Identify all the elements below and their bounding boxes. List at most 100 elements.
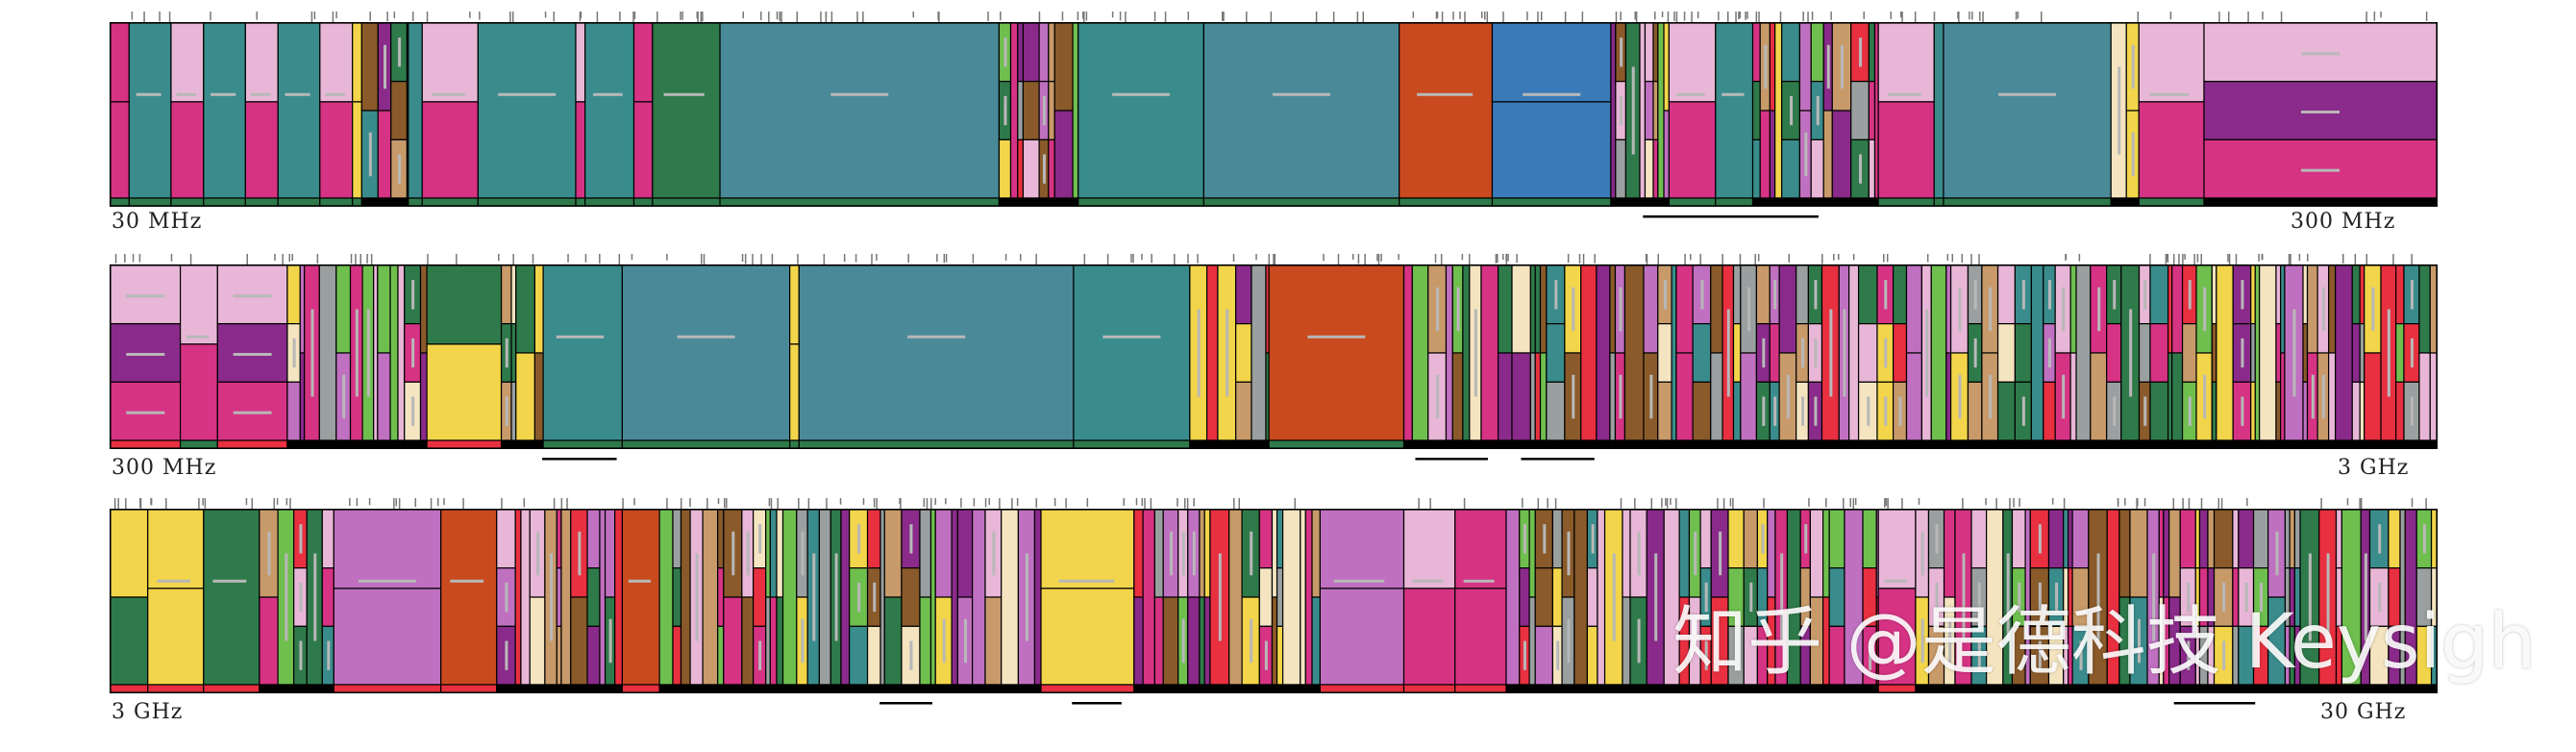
tick-mark — [1516, 254, 1518, 263]
tick-mark — [703, 254, 706, 266]
tick-mark — [1985, 498, 1987, 506]
tick-mark — [938, 12, 940, 25]
tick-mark — [1357, 254, 1360, 264]
band-segment — [1235, 381, 1252, 441]
band-segment — [1142, 509, 1155, 686]
band-marker — [1523, 92, 1581, 96]
band-segment — [1009, 22, 1019, 199]
band-segment — [2250, 264, 2256, 325]
band-segment — [2252, 509, 2269, 569]
band-marker — [1726, 309, 1730, 397]
tick-mark — [426, 12, 429, 25]
band-marker — [1973, 338, 1977, 368]
band-segment — [1281, 509, 1301, 686]
allocation-band — [1319, 588, 1405, 686]
band-segment — [1868, 22, 1876, 83]
band-segment — [1862, 509, 1877, 569]
tick-mark — [1578, 254, 1581, 263]
band-marker — [2055, 582, 2059, 613]
band-segment — [586, 567, 601, 627]
band-marker — [909, 640, 913, 670]
band-marker — [366, 309, 370, 397]
tick-mark — [744, 254, 747, 264]
band-marker — [1898, 396, 1902, 426]
tick-mark — [1522, 498, 1523, 508]
tick-mark — [1376, 254, 1378, 262]
band-marker — [505, 338, 508, 368]
tick-mark — [1077, 12, 1079, 21]
band-marker — [2187, 582, 2191, 613]
band-segment — [2429, 264, 2438, 354]
band-segment — [1622, 596, 1631, 686]
tick-mark — [2196, 254, 2199, 263]
tick-mark — [2228, 254, 2231, 267]
band-baseline — [216, 439, 288, 449]
tick-mark — [393, 12, 396, 18]
tick-mark — [1852, 254, 1855, 261]
tick-mark — [2051, 498, 2054, 505]
band-marker — [2410, 338, 2414, 368]
tick-mark — [523, 498, 526, 508]
band-marker — [1816, 95, 1820, 126]
band-segment — [2328, 264, 2337, 354]
band-segment — [377, 264, 391, 354]
band-marker — [2062, 374, 2066, 419]
tick-mark — [1718, 12, 1720, 21]
tick-mark — [1016, 498, 1019, 507]
band-marker — [299, 524, 303, 554]
tick-mark — [619, 12, 621, 21]
band-marker — [1780, 553, 1784, 641]
tick-mark — [1083, 12, 1085, 25]
tick-mark — [1735, 12, 1737, 23]
band-marker — [1694, 531, 1697, 576]
band-segment — [2351, 381, 2361, 441]
band-segment — [1573, 509, 1589, 686]
stacked-band — [426, 343, 503, 441]
tick-mark — [584, 254, 587, 263]
row3-end-label: 30 GHz — [2320, 700, 2407, 724]
tick-mark — [1537, 498, 1540, 510]
tick-mark — [1083, 254, 1086, 267]
band-marker — [1884, 579, 1907, 583]
band-marker — [212, 579, 247, 583]
band-segment — [1970, 509, 1988, 569]
band-segment — [2280, 352, 2286, 441]
tick-mark — [702, 12, 704, 22]
band-marker — [1920, 531, 1924, 576]
tick-mark — [717, 498, 720, 505]
tick-mark — [876, 498, 878, 511]
band-segment — [2211, 323, 2217, 383]
band-segment — [1732, 264, 1742, 325]
allocation-band — [180, 264, 218, 345]
stacked-band — [110, 264, 182, 325]
band-marker — [1567, 618, 1571, 664]
band-segment — [1053, 110, 1074, 199]
tick-mark — [1675, 498, 1677, 510]
tick-mark — [2307, 254, 2309, 262]
tick-mark — [1082, 12, 1084, 19]
tick-mark — [1650, 498, 1653, 511]
band-segment — [1072, 22, 1079, 199]
tick-mark — [1065, 498, 1067, 509]
band-segment — [1699, 509, 1712, 569]
tick-mark — [276, 498, 279, 505]
band-segment — [723, 596, 743, 686]
band-segment — [1528, 509, 1536, 598]
tick-mark — [246, 254, 249, 267]
band-marker — [2203, 374, 2207, 419]
tick-mark — [1547, 498, 1548, 509]
band-marker — [1920, 618, 1924, 664]
band-marker — [1436, 287, 1440, 332]
band-marker — [830, 92, 889, 96]
band-marker — [1554, 280, 1558, 310]
band-segment — [1534, 625, 1553, 686]
band-baseline — [319, 197, 354, 207]
allocation-band — [1668, 22, 1717, 103]
band-marker — [505, 582, 508, 613]
band-marker — [1572, 287, 1575, 332]
band-segment — [2359, 264, 2365, 325]
allocation-band — [1454, 588, 1507, 686]
band-marker — [1762, 338, 1766, 368]
band-segment — [373, 264, 379, 441]
